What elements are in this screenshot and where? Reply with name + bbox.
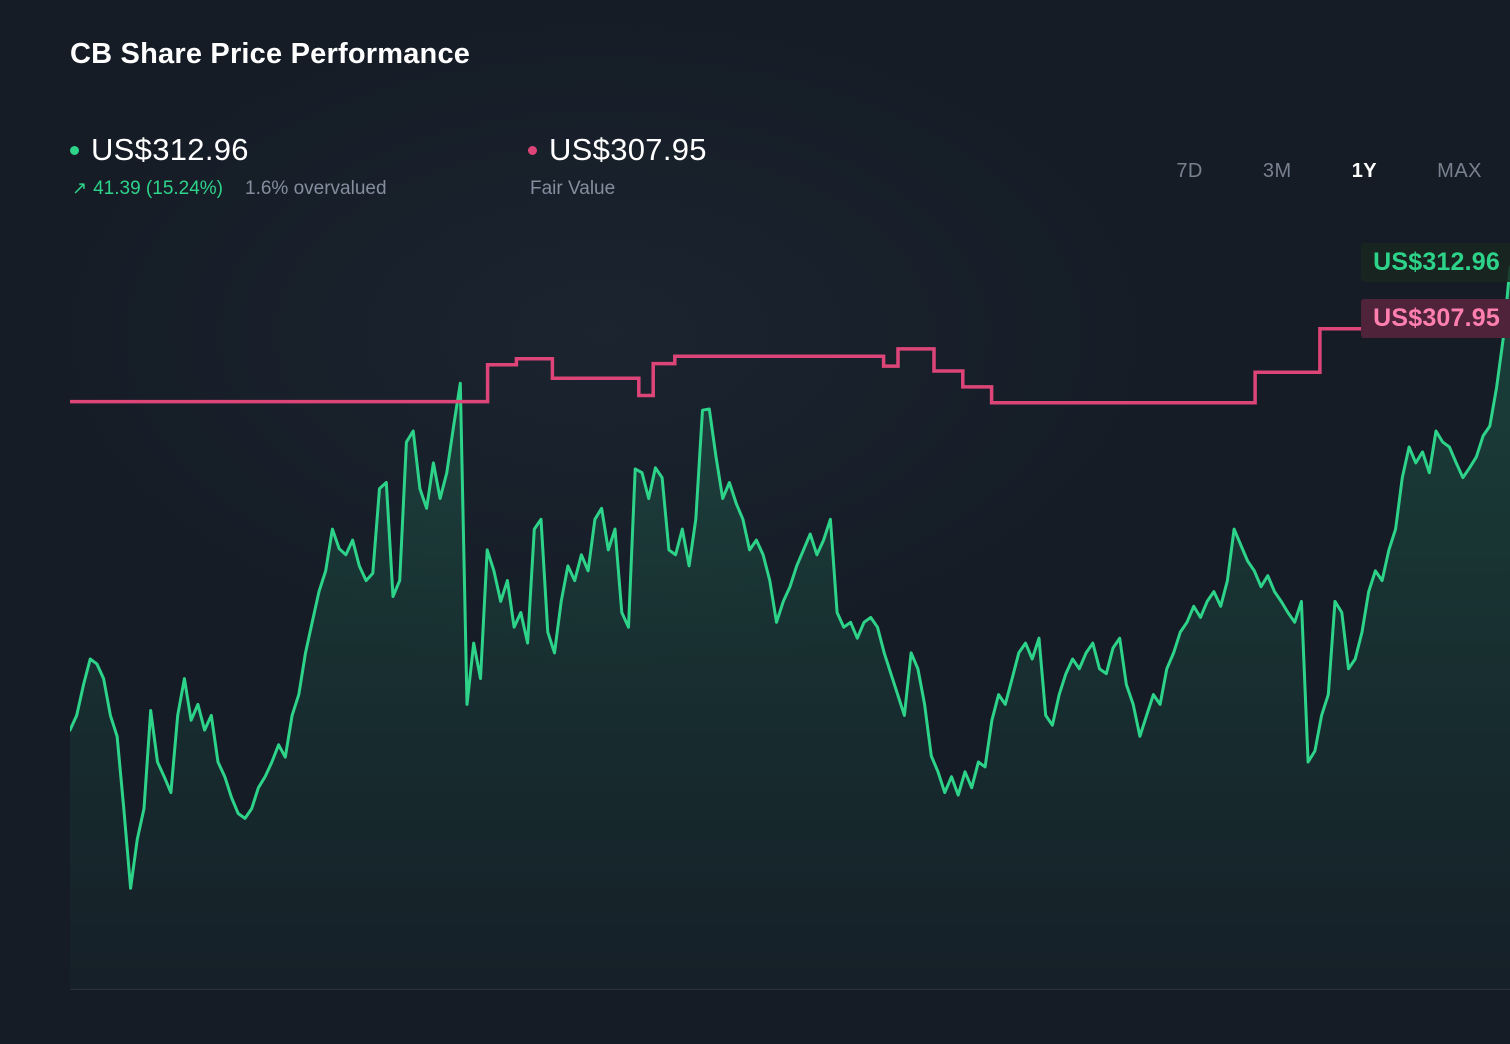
overvalued-label: 1.6% overvalued (245, 178, 387, 199)
fair-value-legend: US$307.95 Fair Value (528, 132, 707, 200)
range-button-7d[interactable]: 7D (1176, 160, 1203, 182)
price-chart[interactable] (70, 230, 1510, 990)
fair-value-value: US$307.95 (549, 132, 707, 167)
current-price-legend: US$312.96 ↗ 41.39 (15.24%) 1.6% overvalue… (70, 132, 387, 200)
time-range-selector: 7D 3M 1Y MAX (1176, 160, 1482, 183)
share-price-dot-icon (70, 145, 79, 155)
page-title: CB Share Price Performance (70, 38, 471, 70)
fair-value-dot-icon (528, 145, 537, 155)
range-button-3m[interactable]: 3M (1262, 160, 1292, 182)
x-axis-line (70, 989, 1510, 990)
up-arrow-icon: ↗ (72, 178, 88, 198)
fair-value-axis-label: US$307.95 (1361, 299, 1510, 338)
fair-value-label: Fair Value (530, 178, 616, 199)
range-button-max[interactable]: MAX (1437, 160, 1482, 182)
price-change: ↗ 41.39 (15.24%) (72, 178, 223, 200)
current-price-value: US$312.96 (91, 132, 249, 167)
price-change-value: 41.39 (15.24%) (93, 178, 224, 199)
range-button-1y[interactable]: 1Y (1351, 160, 1378, 182)
current-price-axis-label: US$312.96 (1361, 243, 1510, 282)
